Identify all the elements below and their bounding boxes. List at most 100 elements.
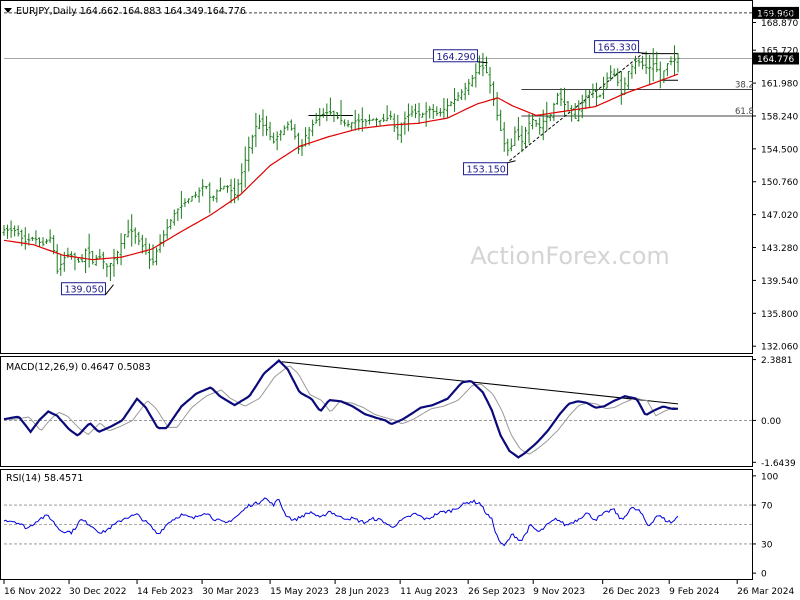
x-tick-label: 30 Dec 2022 — [69, 587, 127, 597]
x-tick-label: 9 Nov 2023 — [533, 587, 585, 597]
watermark: ActionForex.com — [470, 242, 670, 270]
ohlc-bar — [385, 105, 389, 122]
ohlc-bar — [16, 225, 20, 237]
ohlc-bar — [272, 132, 276, 144]
annotation-box — [594, 40, 640, 54]
ohlc-bar — [41, 237, 45, 247]
ohlc-bar — [438, 108, 442, 117]
ohlc-bar — [396, 114, 400, 140]
ohlc-bar — [179, 190, 183, 219]
ohlc-bar — [403, 111, 407, 135]
ohlc-bar — [314, 112, 318, 124]
annotation-leader — [477, 61, 488, 64]
ohlc-bar — [456, 92, 460, 102]
fib-label-38.2: 38.2 — [735, 81, 754, 91]
ohlc-bar — [665, 63, 669, 77]
ohlc-bar — [577, 100, 581, 122]
annotation-leader — [638, 52, 649, 55]
ohlc-bar — [534, 119, 538, 128]
x-tick-label: 30 Mar 2023 — [202, 587, 259, 597]
ohlc-bar — [172, 209, 176, 226]
ohlc-bar — [648, 54, 652, 85]
price-y-tick-label: 161.980 — [761, 80, 798, 90]
ohlc-bar — [335, 112, 339, 120]
price-y-tick-label: 169.960 — [761, 9, 798, 19]
ohlc-bar — [34, 230, 38, 245]
ohlc-bar — [332, 110, 336, 123]
ohlc-bar — [513, 126, 517, 146]
moving-average-line — [3, 73, 679, 261]
ohlc-bar — [101, 251, 105, 270]
ohlc-bar — [389, 110, 393, 120]
annotation-label: 165.330 — [598, 43, 637, 54]
ohlc-bar — [105, 263, 109, 278]
ohlc-bar — [392, 113, 396, 133]
price-annotation-139.050: 139.050 — [60, 282, 114, 296]
ohlc-bar — [626, 71, 630, 90]
ohlc-bar — [410, 105, 414, 117]
macd-y-tick-label: 2.3881 — [761, 356, 793, 366]
ohlc-bar — [108, 262, 112, 282]
ohlc-bar — [2, 224, 6, 236]
rsi-y-tick-label: 70 — [761, 502, 773, 512]
ohlc-bar — [449, 101, 453, 107]
ohlc-bar — [183, 198, 187, 207]
ohlc-bar — [307, 126, 311, 146]
ohlc-bar — [77, 257, 80, 263]
ohlc-bar — [655, 51, 659, 73]
ohlc-bar — [279, 129, 283, 141]
annotation-label: 153.150 — [467, 165, 506, 176]
ohlc-bar — [59, 254, 63, 276]
ohlc-bar — [194, 191, 198, 199]
ohlc-bar — [112, 248, 116, 277]
resistance-badge-label: 169.960 — [757, 9, 794, 19]
ohlc-bar — [45, 238, 49, 245]
resistance-badge: 169.960 — [753, 6, 799, 19]
rsi-panel: 100 70 30 0 RSI(14) 58.4571 — [0, 469, 778, 580]
ohlc-bar — [293, 123, 297, 140]
ohlc-bar — [559, 88, 563, 107]
ohlc-bar — [328, 97, 332, 116]
price-panel: ActionForex.com 169.960 169.960168.87016… — [0, 0, 799, 354]
rsi-y-axis: 100 70 30 0 — [752, 472, 778, 580]
rsi-y-tick-label: 30 — [761, 540, 773, 550]
annotation-leader — [507, 160, 516, 164]
ohlc-bar — [555, 92, 559, 105]
annotation-box — [432, 49, 478, 63]
ohlc-bar — [474, 63, 478, 88]
ohlc-bar — [488, 67, 492, 94]
ohlc-bar — [350, 122, 354, 131]
ohlc-bar — [573, 103, 577, 119]
ohlc-bar — [339, 100, 343, 125]
price-annotation-165.330: 165.330 — [594, 40, 649, 55]
ohlc-bar — [119, 233, 123, 266]
ohlc-bar — [84, 248, 88, 274]
ohlc-bar — [286, 121, 290, 131]
ohlc-bar — [598, 94, 602, 98]
ohlc-bar — [300, 139, 304, 156]
ohlc-bar — [325, 103, 329, 122]
ohlc-bar — [676, 52, 680, 73]
ohlc-bar — [591, 83, 595, 98]
price-annotations: 164.290 165.330 153.150 139.050 — [60, 40, 649, 296]
ohlc-bar — [275, 131, 279, 151]
ohlc-bar — [208, 182, 212, 214]
ohlc-bar — [226, 185, 229, 193]
ohlc-bar — [211, 195, 215, 202]
ohlc-bar — [516, 116, 520, 141]
ohlc-bar — [190, 195, 194, 202]
macd-panel-frame — [0, 356, 753, 467]
ohlc-bar — [477, 55, 481, 75]
ohlc-bar — [609, 65, 613, 82]
price-y-tick-label: 143.280 — [761, 244, 798, 254]
ohlc-bar — [6, 224, 10, 239]
fib-swing-line — [509, 53, 643, 162]
price-y-tick-label: 132.060 — [761, 343, 798, 353]
ohlc-bar — [548, 114, 552, 122]
ohlc-bar — [215, 189, 219, 203]
ohlc-bar — [87, 233, 91, 268]
ohlc-bar — [463, 82, 467, 101]
x-tick-label: 11 Aug 2023 — [400, 587, 458, 597]
x-tick-label: 26 Dec 2023 — [603, 587, 661, 597]
